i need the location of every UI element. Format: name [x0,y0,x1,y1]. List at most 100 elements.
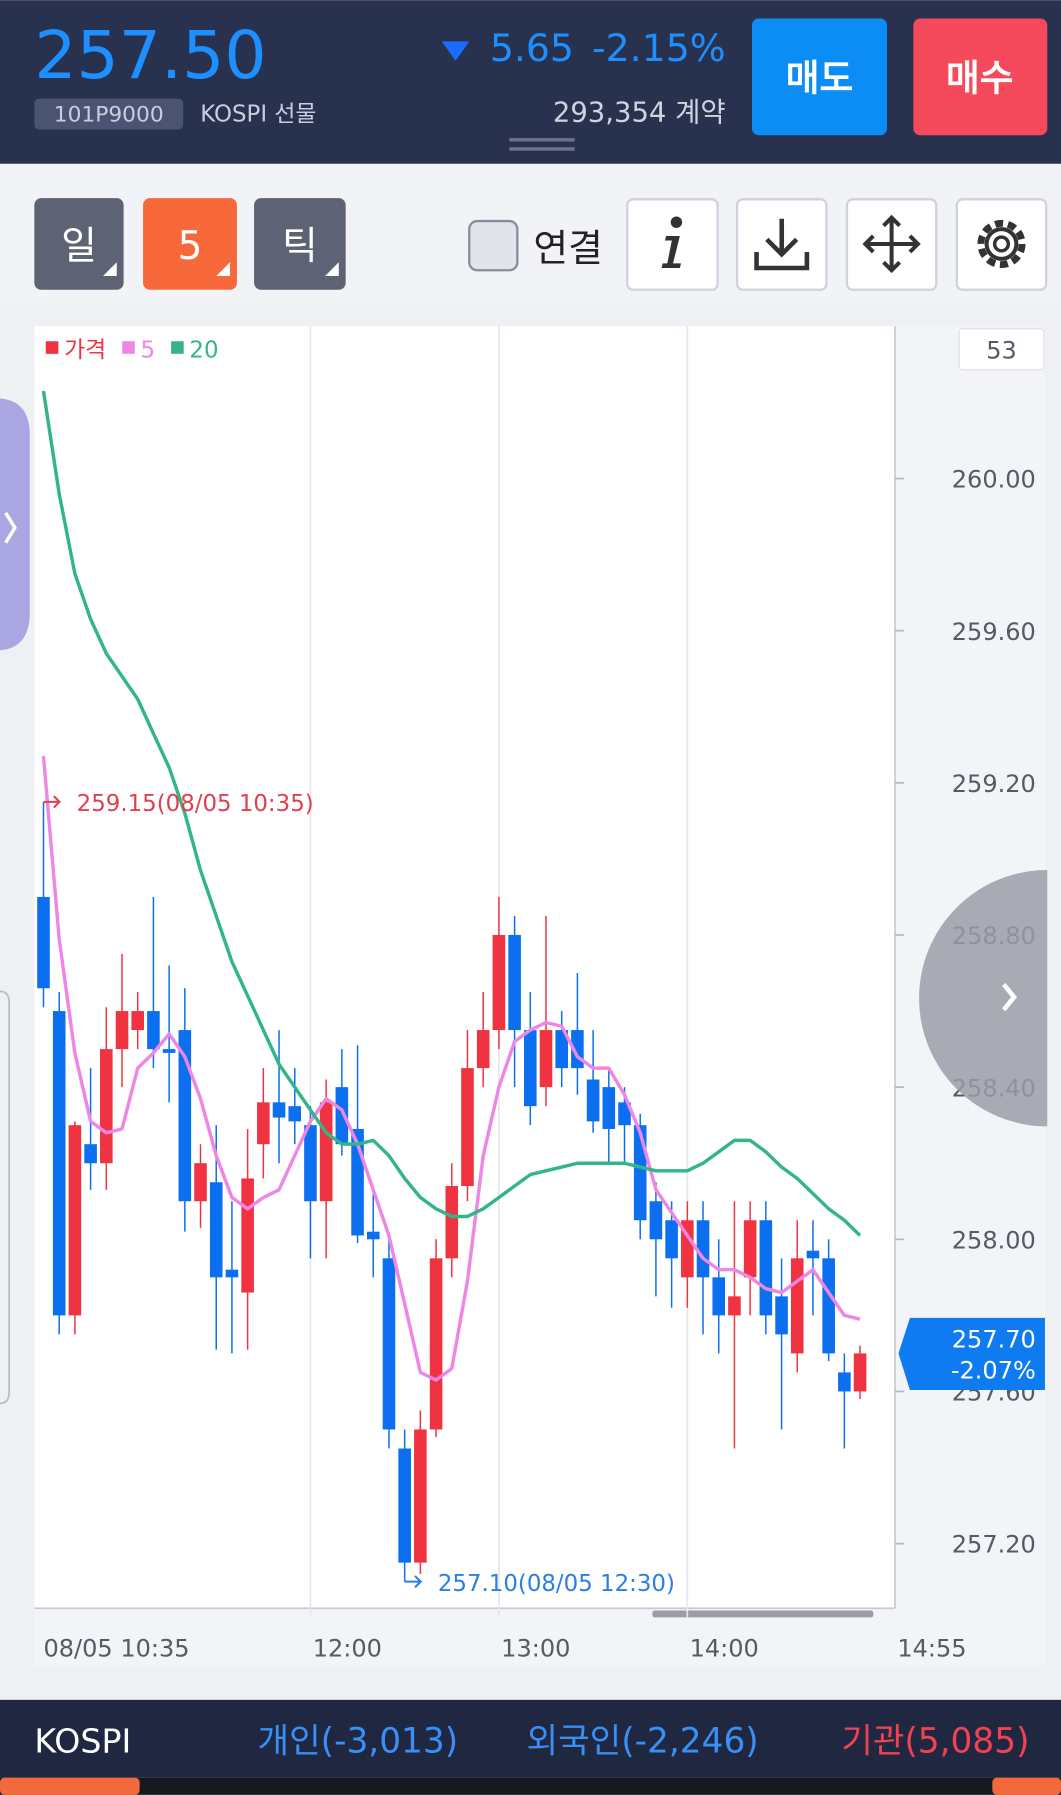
index-name: KOSPI [34,1721,131,1760]
candle-body [319,1102,333,1202]
period-label[interactable]: 일 [61,224,97,269]
legend-swatch [122,341,135,354]
candle-body [194,1163,207,1202]
period-button[interactable] [34,198,124,290]
candle-body [162,1049,176,1053]
candle-body [414,1429,427,1563]
settings-button[interactable] [955,198,1048,291]
candle-body [241,1178,254,1293]
candle-body [84,1144,97,1164]
candle-body [586,1079,600,1122]
info-icon [661,235,682,268]
settings-icon [984,227,1019,261]
current-price-box [898,1317,1045,1391]
ma-line [41,756,861,1382]
candle-body [523,1030,537,1107]
settings-icon [977,219,1026,268]
annotation-arrow [43,795,61,809]
candle-body [272,1102,286,1118]
candle-body [178,1030,192,1202]
candle-body [853,1353,867,1392]
y-tick-label: 259.20 [952,770,1036,798]
legend-label: 20 [189,337,218,363]
period-corner [325,262,339,277]
code-badge [34,98,184,130]
candle-body [225,1269,239,1278]
candle-body [633,1125,647,1221]
sell-label[interactable]: 매도 [786,57,853,100]
footer-bg [0,1699,1061,1778]
bottom-tab[interactable] [992,1777,1061,1795]
candle-body [822,1258,835,1354]
candle-body [602,1087,616,1129]
next-icon [1002,983,1018,1012]
period-corner [103,262,117,277]
download-icon [754,218,810,271]
candle-body [209,1182,223,1278]
volume: 293,354 계약 [553,97,726,128]
candle-body [696,1220,710,1278]
count-box [958,328,1045,371]
candle-body [382,1258,396,1430]
change-pct: -2.15% [592,26,726,70]
period-buttons: 일 5 틱 [34,198,346,290]
buy-label[interactable]: 매수 [946,57,1013,100]
legend-label: 5 [141,337,156,363]
investor-flow: 개인(-3,013) [258,1721,459,1761]
period-label[interactable]: 5 [178,224,203,269]
sell-button[interactable] [751,18,888,136]
x-tick-label: 12:00 [313,1634,382,1662]
candle-body [743,1220,757,1278]
period-label[interactable]: 틱 [282,224,318,269]
candle-body [508,934,521,1031]
legend-label: 가격 [64,337,106,363]
candle-body [429,1258,443,1430]
candle-body [288,1106,302,1122]
candle-body [555,1030,568,1069]
candle-body [838,1372,851,1392]
y-tick-label: 259.60 [952,618,1036,646]
candle-body [681,1220,694,1278]
candle-body [366,1231,380,1240]
candle-body [445,1186,459,1259]
scrollbar[interactable] [652,1610,874,1618]
bottom-tab-active[interactable] [0,1777,140,1795]
current-change: -2.07% [951,1357,1036,1385]
count-label: 53 [986,336,1017,364]
info-icon [670,216,683,228]
legend-swatch [45,341,59,354]
y-tick-label: 258.00 [952,1226,1036,1254]
chart: 257.20257.60258.00258.40258.80259.20259.… [37,326,1045,1662]
settings-icon [992,235,1011,253]
x-tick-label: 14:00 [690,1634,759,1662]
annotation-label: 257.10(08/05 12:30) [438,1571,675,1597]
candle-body [398,1448,411,1563]
y-tick-label: 260.00 [952,466,1036,494]
buy-button[interactable] [913,18,1048,136]
bottom-strip [0,1777,1061,1795]
period-button[interactable] [143,198,237,290]
x-tick-label: 08/05 10:35 [43,1634,189,1662]
change: 5.65 [490,26,574,70]
candle-body [790,1258,804,1354]
legend-swatch [171,341,184,354]
x-axis-bg [34,1608,896,1666]
candle-body [618,1102,631,1126]
side-tab[interactable] [0,398,30,651]
period-button[interactable] [254,198,346,290]
link-checkbox[interactable] [468,219,519,272]
ma-line [41,390,862,1237]
next-button[interactable] [919,870,1048,1127]
x-tick-label: 14:55 [897,1634,966,1662]
candle-body [712,1277,726,1316]
link-label[interactable]: 연결 [533,226,602,270]
investor-flow: 기관(5,085) [841,1721,1029,1761]
move-icon [862,214,921,274]
investor-flow: 외국인(-2,246) [526,1721,758,1761]
candle-body [37,896,50,989]
product-name: KOSPI 선물 [200,101,316,127]
candle-body [476,1030,490,1069]
candle-body [147,1011,160,1050]
candle-body [649,1201,663,1240]
